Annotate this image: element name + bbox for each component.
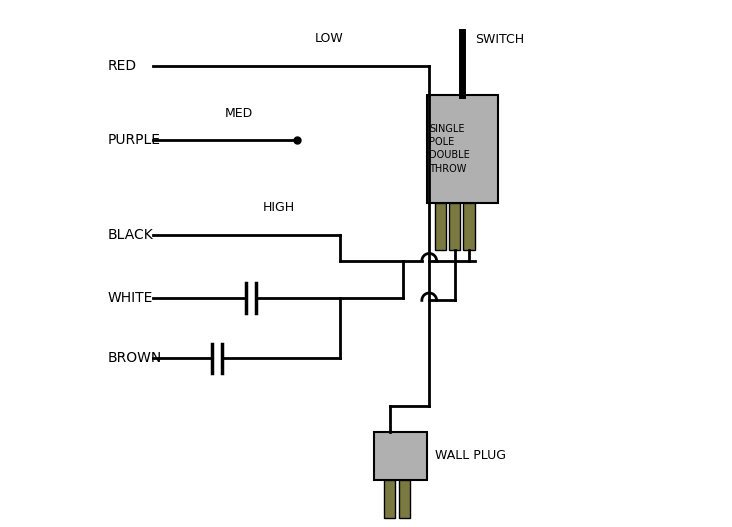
Bar xyxy=(399,480,410,518)
Text: RED: RED xyxy=(108,59,137,73)
Bar xyxy=(374,432,427,480)
Text: SINGLE
POLE
DOUBLE
THROW: SINGLE POLE DOUBLE THROW xyxy=(429,124,470,174)
Text: MED: MED xyxy=(224,106,253,120)
Text: WALL PLUG: WALL PLUG xyxy=(435,450,506,462)
Text: SWITCH: SWITCH xyxy=(476,33,525,46)
Text: WHITE: WHITE xyxy=(108,291,153,305)
Text: BLACK: BLACK xyxy=(108,228,154,241)
Bar xyxy=(427,95,498,203)
Bar xyxy=(435,203,446,250)
Text: HIGH: HIGH xyxy=(263,201,295,214)
Bar xyxy=(463,203,474,250)
Bar xyxy=(384,480,395,518)
Bar xyxy=(449,203,460,250)
Text: PURPLE: PURPLE xyxy=(108,133,161,147)
Text: LOW: LOW xyxy=(315,32,343,45)
Text: BROWN: BROWN xyxy=(108,352,162,365)
